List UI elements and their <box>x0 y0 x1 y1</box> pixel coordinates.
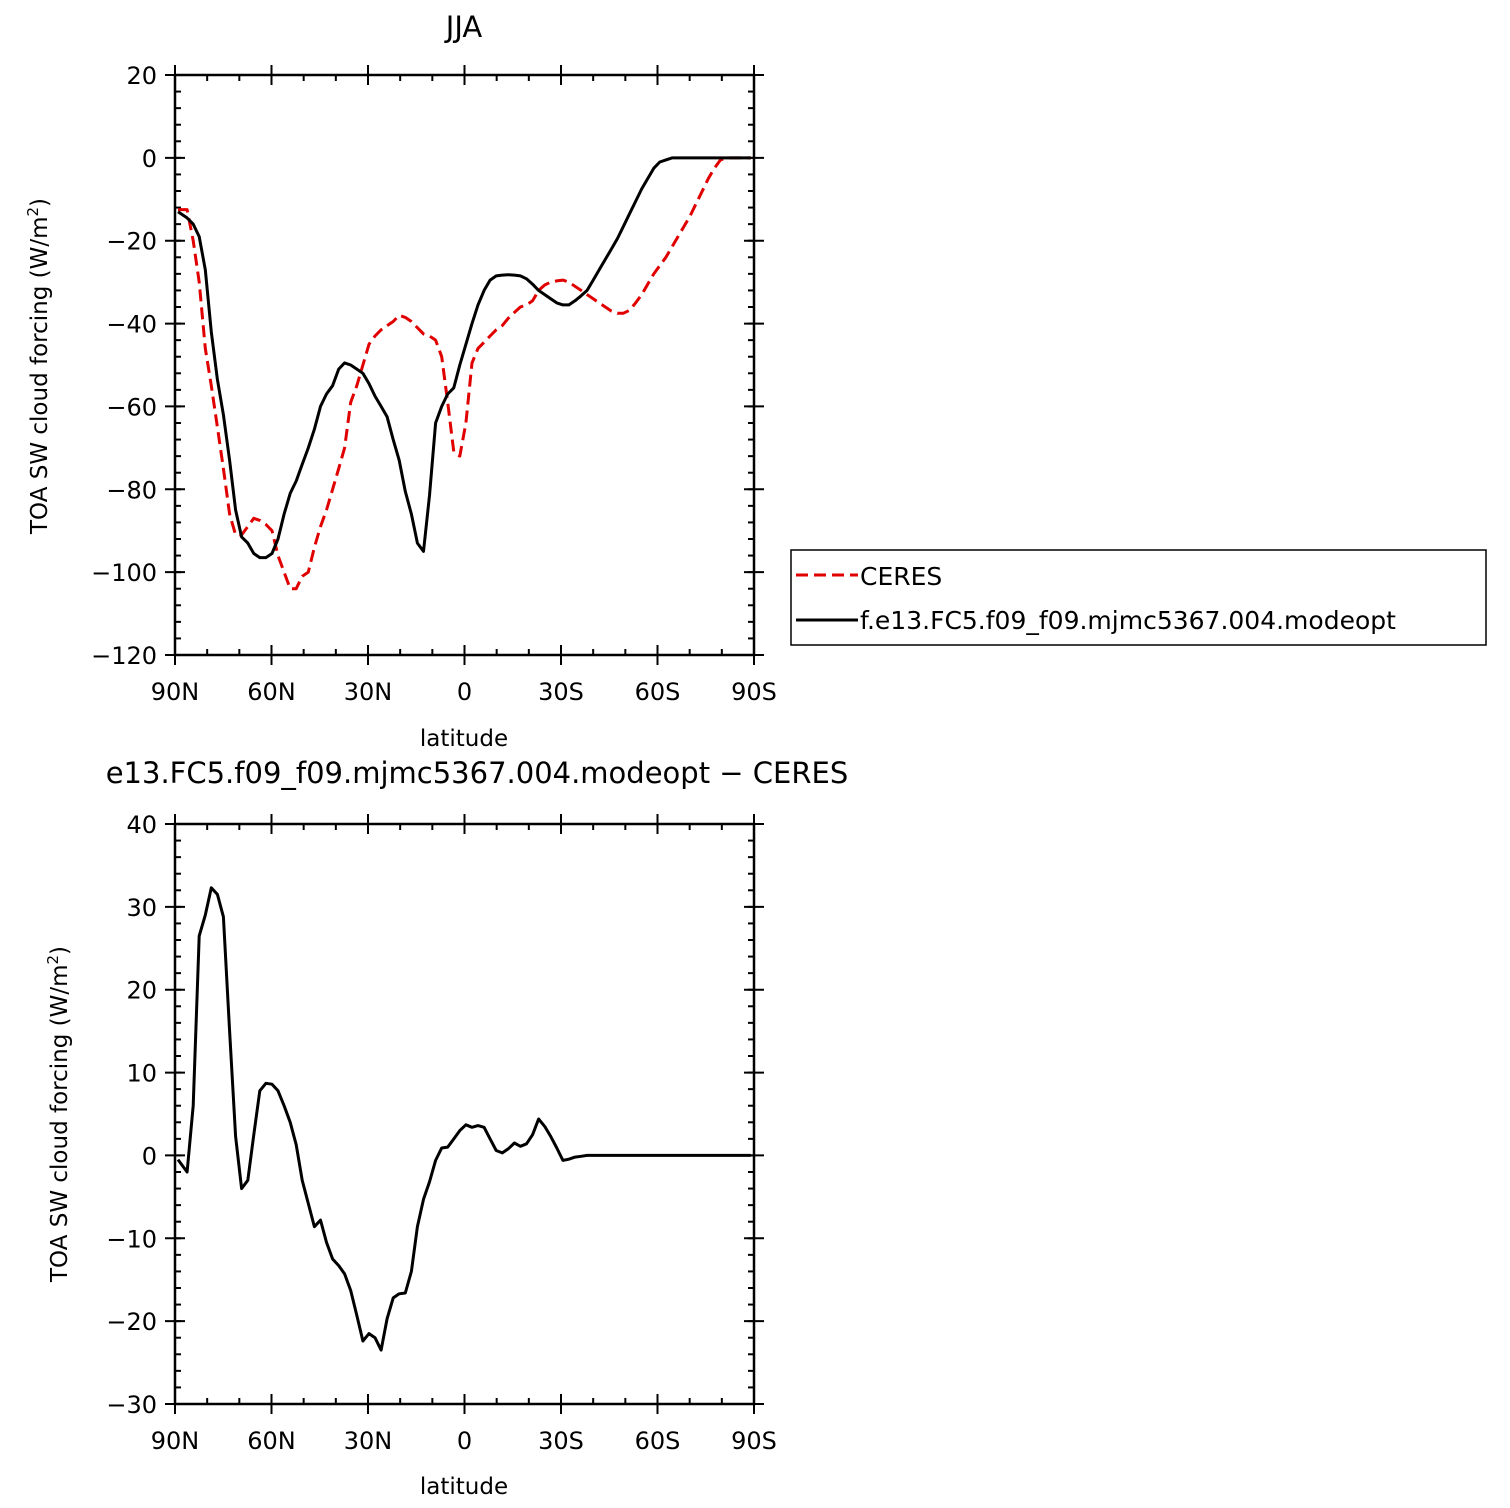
y-tick-label: −80 <box>106 476 157 504</box>
legend-label-model: f.e13.FC5.f09_f09.mjmc5367.004.modeopt <box>860 606 1396 635</box>
panel-top: JJA 20 0 −20 −40 −60 −80 −100 −120 90N 60N 30N 0 30… <box>24 10 777 752</box>
legend: CERES f.e13.FC5.f09_f09.mjmc5367.004.mod… <box>790 549 1487 646</box>
legend-label-ceres: CERES <box>860 562 942 591</box>
x-tick-label: 30S <box>538 678 584 706</box>
x-tick-label: 0 <box>457 1427 472 1455</box>
y-tick-label: −30 <box>106 1391 157 1419</box>
series-lines <box>177 156 751 591</box>
series-line-difference <box>176 886 751 1352</box>
y-tick-label: 40 <box>126 811 157 839</box>
y-tick-label: −10 <box>106 1225 157 1253</box>
x-tick-label: 60N <box>247 678 296 706</box>
series-lines-diff <box>176 886 751 1352</box>
y-tick-label: 0 <box>142 1142 157 1170</box>
x-tick-labels: 90N 60N 30N 0 30S 60S 90S <box>151 678 777 706</box>
panel-bottom: e13.FC5.f09_f09.mjmc5367.004.modeopt − C… <box>44 756 848 1500</box>
series-line-ceres <box>178 156 751 591</box>
x-axis-label-diff: latitude <box>420 1474 508 1500</box>
y-tick-labels-diff: 40 30 20 10 0 −10 −20 −30 <box>106 811 157 1419</box>
x-tick-label: 30N <box>344 678 393 706</box>
x-tick-label: 90S <box>731 678 777 706</box>
y-tick-label: 0 <box>142 145 157 173</box>
y-tick-label: −60 <box>106 393 157 421</box>
chart-title: JJA <box>444 10 483 44</box>
x-tick-label: 30N <box>344 1427 393 1455</box>
x-axis-label: latitude <box>420 726 508 752</box>
chart-title-diff: e13.FC5.f09_f09.mjmc5367.004.modeopt − C… <box>106 756 849 790</box>
tick-marks <box>165 65 764 665</box>
x-tick-labels-diff: 90N 60N 30N 0 30S 60S 90S <box>151 1427 777 1455</box>
y-tick-label: −20 <box>106 1308 157 1336</box>
y-axis-label-diff: TOA SW cloud forcing (W/m2) <box>44 946 73 1283</box>
legend-box <box>790 549 1487 646</box>
series-line-f-e13-fc5-f09-f09-mjmc5367-004-modeopt <box>177 156 751 560</box>
x-tick-label: 90S <box>731 1427 777 1455</box>
plot-frame <box>173 73 756 657</box>
y-tick-label: −120 <box>91 642 157 670</box>
y-tick-label: 20 <box>126 977 157 1005</box>
x-tick-label: 90N <box>151 1427 200 1455</box>
plot-frame-diff <box>173 822 756 1406</box>
x-tick-label: 90N <box>151 678 200 706</box>
x-tick-label: 30S <box>538 1427 584 1455</box>
x-tick-label: 0 <box>457 678 472 706</box>
y-tick-labels: 20 0 −20 −40 −60 −80 −100 −120 <box>91 62 157 670</box>
y-tick-label: 30 <box>126 894 157 922</box>
y-tick-label: −20 <box>106 228 157 256</box>
tick-marks-diff <box>165 814 764 1414</box>
y-tick-label: −100 <box>91 559 157 587</box>
y-tick-label: −40 <box>106 311 157 339</box>
y-axis-label: TOA SW cloud forcing (W/m2) <box>24 198 53 535</box>
x-tick-label: 60S <box>635 678 681 706</box>
x-tick-label: 60N <box>247 1427 296 1455</box>
y-tick-label: 20 <box>126 62 157 90</box>
y-tick-label: 10 <box>126 1060 157 1088</box>
x-tick-label: 60S <box>635 1427 681 1455</box>
